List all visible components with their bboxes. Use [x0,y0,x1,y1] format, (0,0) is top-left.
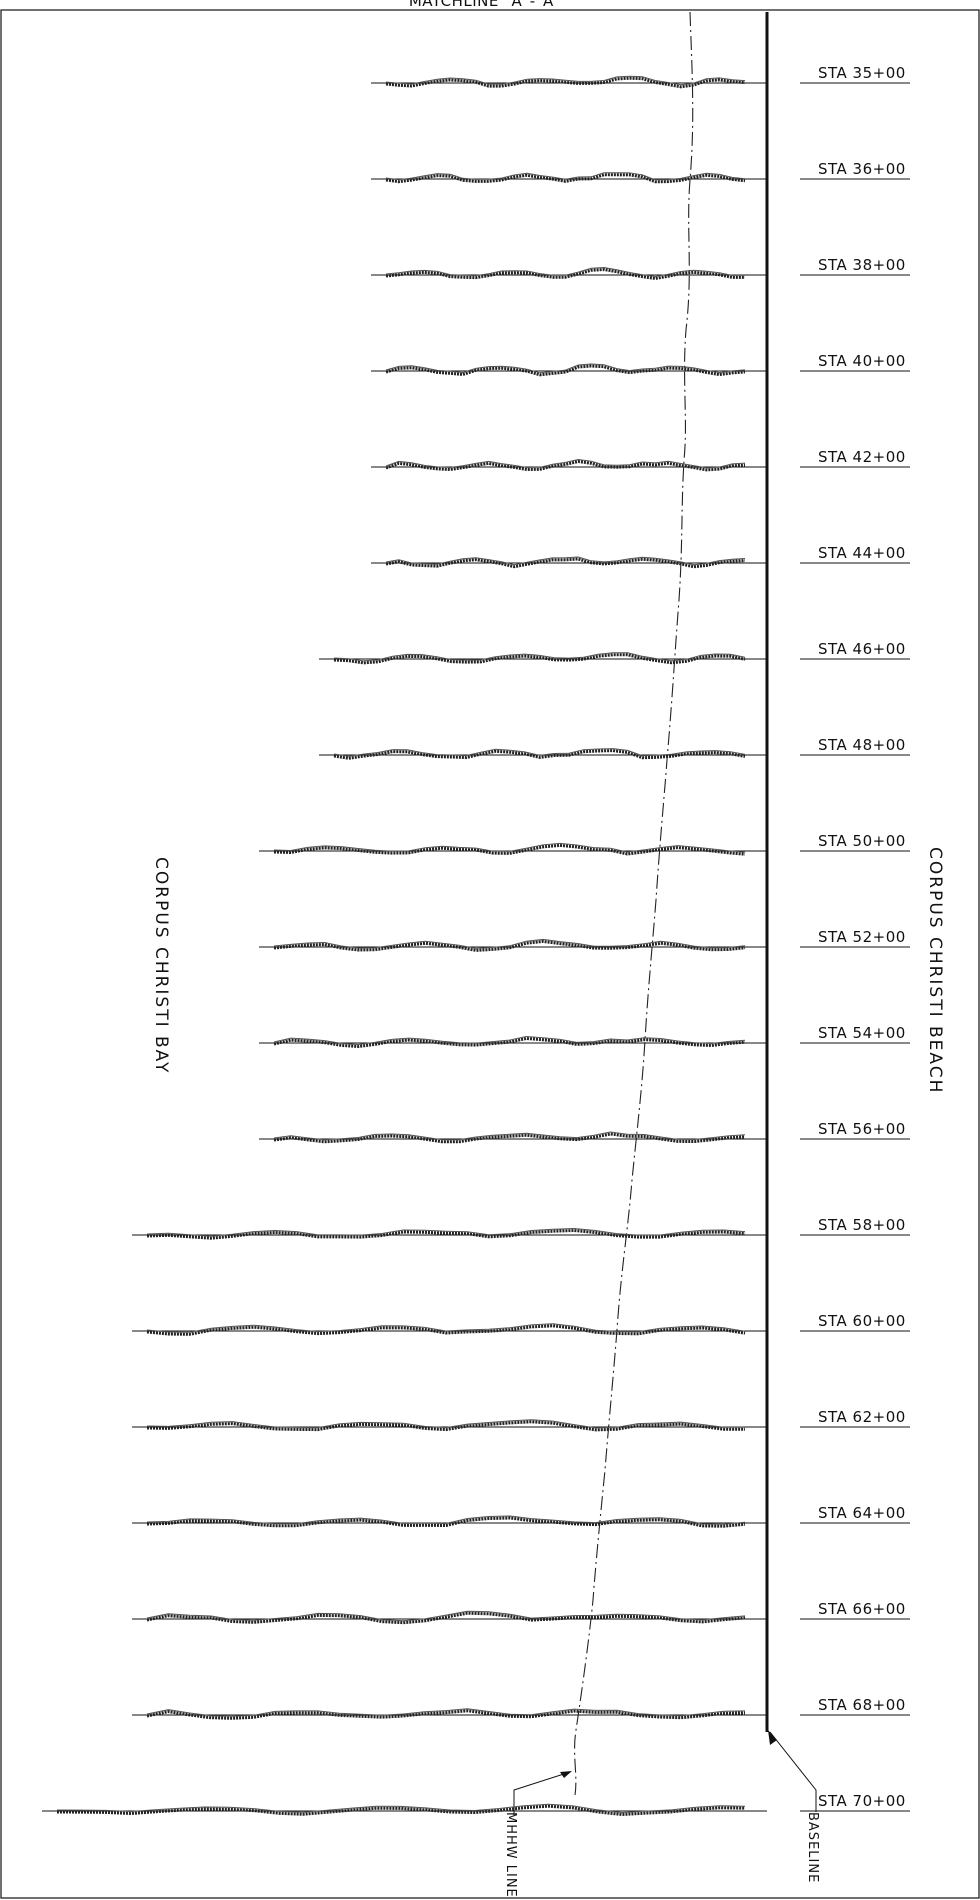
baseline-leader-arrow [768,1730,777,1745]
station-label: STA 64+00 [818,1504,906,1522]
profile-hatch [146,1610,746,1622]
profile-line [385,364,746,377]
profile-line [146,1516,746,1528]
profile-line [273,843,746,856]
station-row: STA 35+00 [371,64,910,89]
profile-line [385,459,746,472]
station-row: STA 42+00 [371,448,910,472]
station-row: STA 40+00 [371,352,910,377]
station-row: STA 68+00 [132,1696,910,1720]
profile-hatch [385,266,745,278]
station-row: STA 54+00 [259,1024,910,1049]
profile-hatch [385,556,746,566]
station-label: STA 44+00 [818,544,906,562]
profile-hatch [385,458,746,469]
profile-line [333,653,746,665]
profile-line [385,267,745,281]
profile-hatch [146,1323,746,1333]
profile-hatch [385,363,746,374]
station-label: STA 66+00 [818,1600,906,1618]
profile-hatch [333,652,746,662]
mhhw-line [574,11,694,1796]
profile-line [146,1709,746,1720]
profile-hatch [146,1419,745,1429]
profile-hatch [273,1035,746,1046]
baseline-label: BASELINE [805,1812,820,1883]
station-row: STA 66+00 [132,1600,910,1625]
profile-line [333,749,746,760]
station-row: STA 62+00 [132,1408,910,1432]
profile-line [146,1420,745,1432]
profile-line [273,939,746,952]
profile-line [146,1324,746,1336]
station-profiles: STA 35+00 STA 36+00 STA 38+00 STA 40+00 STA … [42,64,910,1817]
profile-hatch [146,1708,746,1717]
station-row: STA 52+00 [259,928,910,952]
station-row: STA 46+00 [319,640,910,665]
station-row: STA 48+00 [319,736,910,760]
profile-line [385,76,746,89]
station-row: STA 50+00 [259,832,910,856]
station-label: STA 52+00 [818,928,906,946]
station-label: STA 62+00 [818,1408,906,1426]
station-label: STA 58+00 [818,1216,906,1234]
station-row: STA 64+00 [132,1504,910,1528]
station-label: STA 50+00 [818,832,906,850]
station-label: STA 36+00 [818,160,906,178]
profile-hatch [146,1227,746,1237]
profile-hatch [56,1803,746,1814]
station-row: STA 44+00 [371,544,910,569]
profile-hatch [333,748,746,757]
mhhw-leader-arrow [560,1771,572,1778]
station-label: STA 70+00 [818,1792,906,1810]
station-label: STA 68+00 [818,1696,906,1714]
station-row: STA 38+00 [371,256,910,281]
profile-hatch [273,1131,746,1141]
profile-hatch [385,172,746,181]
profile-hatch [273,938,746,949]
station-label: STA 38+00 [818,256,906,274]
station-row: STA 60+00 [132,1312,910,1336]
profile-line [273,1132,746,1144]
profile-line [56,1804,746,1817]
station-row: STA 36+00 [371,160,910,184]
profile-line [146,1228,746,1240]
profile-line [385,173,746,184]
station-label: STA 35+00 [818,64,906,82]
sheet-border [0,9,980,1899]
profile-line [385,557,746,569]
station-label: STA 46+00 [818,640,906,658]
profile-line [273,1036,746,1049]
station-row: STA 56+00 [259,1120,910,1144]
baseline-leader [769,1731,817,1812]
station-label: STA 56+00 [818,1120,906,1138]
station-row: STA 58+00 [132,1216,910,1240]
profile-hatch [273,842,746,853]
station-label: STA 60+00 [818,1312,906,1330]
station-label: STA 40+00 [818,352,906,370]
mhhw-label: MHHW LINE [503,1812,518,1898]
bay-label: CORPUS CHRISTI BAY [151,857,171,1074]
beach-label: CORPUS CHRISTI BEACH [925,847,945,1094]
profile-line [146,1611,746,1625]
profile-hatch [146,1515,746,1525]
station-row: STA 70+00 [42,1792,910,1817]
station-label: STA 42+00 [818,448,906,466]
profile-hatch [385,75,746,86]
matchline-label: MATCHLINE "A"-"A" [409,0,561,10]
station-label: STA 48+00 [818,736,906,754]
station-label: STA 54+00 [818,1024,906,1042]
